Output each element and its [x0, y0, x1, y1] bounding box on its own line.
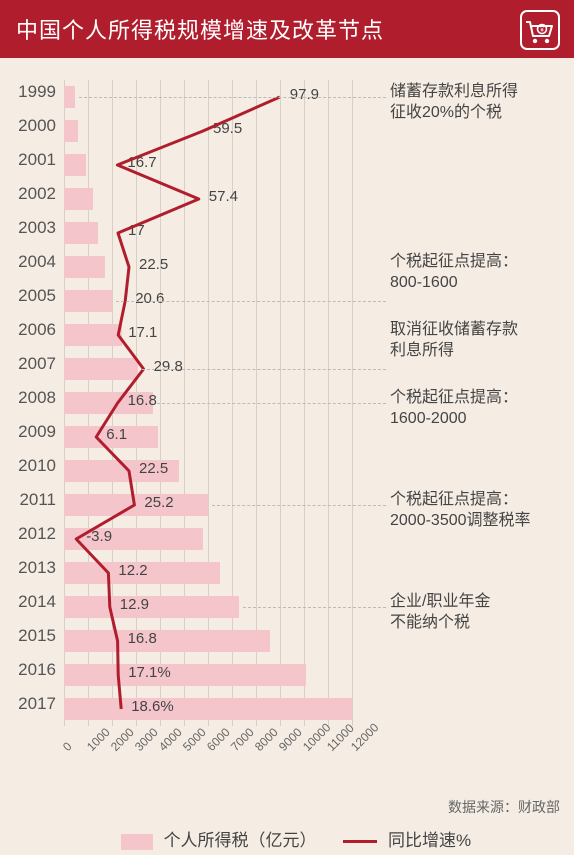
growth-line: [0, 70, 574, 790]
reform-annotation: 企业/职业年金不能纳个税: [390, 592, 490, 634]
cart-icon: ¥: [520, 10, 560, 55]
annotation-connector: [79, 97, 386, 98]
reform-annotation: 个税起征点提高：1600-2000: [390, 388, 518, 430]
annotation-connector: [243, 607, 386, 608]
reform-annotation: 储蓄存款利息所得征收20%的个税: [390, 82, 518, 124]
chart-header: 中国个人所得税规模增速及改革节点 ¥: [0, 0, 574, 58]
annotation-connector: [116, 301, 386, 302]
annotation-connector: [212, 505, 386, 506]
annotation-connector: [142, 369, 386, 370]
reform-annotation: 个税起征点提高：2000-3500调整税率: [390, 490, 531, 532]
legend-line-label: 同比增速%: [388, 831, 471, 850]
data-source: 数据来源：财政部: [448, 797, 560, 817]
legend: 个人所得税（亿元） 同比增速%: [0, 826, 574, 851]
tax-chart: 0100020003000400050006000700080009000100…: [0, 70, 574, 790]
annotation-connector: [157, 403, 386, 404]
legend-line-swatch: [343, 840, 377, 843]
reform-annotation: 取消征收储蓄存款利息所得: [390, 320, 518, 362]
chart-title: 中国个人所得税规模增速及改革节点: [16, 13, 384, 45]
legend-bar-label: 个人所得税（亿元）: [164, 831, 317, 850]
legend-bar-swatch: [121, 834, 153, 850]
reform-annotation: 个税起征点提高：800-1600: [390, 252, 518, 294]
